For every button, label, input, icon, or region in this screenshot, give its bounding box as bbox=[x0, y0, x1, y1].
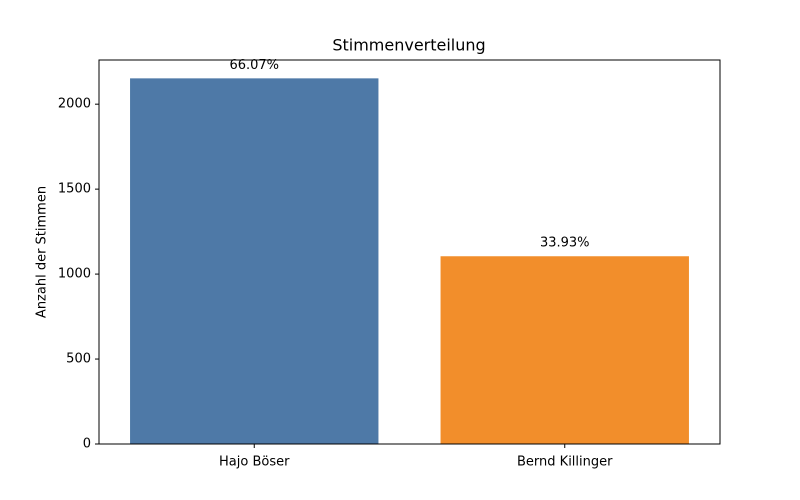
x-tick-label: Hajo Böser bbox=[219, 455, 290, 470]
y-tick-label: 0 bbox=[83, 437, 91, 452]
y-tick-label: 1500 bbox=[58, 182, 91, 197]
x-tick-label: Bernd Killinger bbox=[517, 455, 613, 470]
chart-title: Stimmenverteilung bbox=[332, 36, 485, 55]
y-axis-label: Anzahl der Stimmen bbox=[35, 186, 50, 318]
y-tick-label: 1000 bbox=[58, 267, 91, 282]
data-label: 33.93% bbox=[540, 236, 590, 251]
y-tick-label: 2000 bbox=[58, 97, 91, 112]
bar bbox=[130, 78, 379, 445]
bar bbox=[440, 256, 689, 444]
plot-frame bbox=[98, 59, 721, 445]
y-tick-label: 500 bbox=[66, 352, 91, 367]
data-label: 66.07% bbox=[229, 58, 279, 73]
